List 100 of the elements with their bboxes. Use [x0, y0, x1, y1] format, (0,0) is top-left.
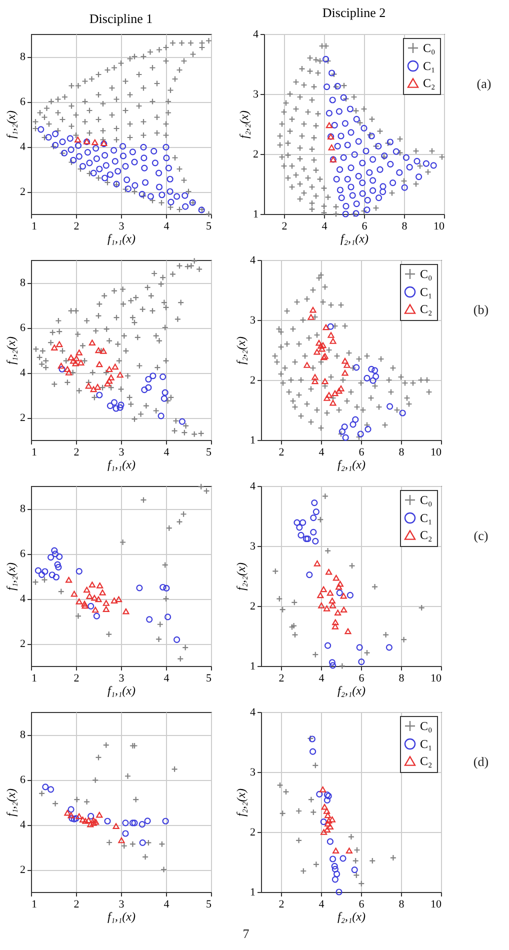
point [122, 608, 130, 614]
point [32, 578, 39, 586]
point [320, 818, 327, 826]
point [145, 839, 152, 846]
point [106, 402, 114, 410]
point [124, 176, 130, 184]
point [120, 538, 126, 546]
legend-label: C₀ [423, 41, 436, 55]
point [312, 378, 318, 384]
x-axis-title: f₁,₁(x) [108, 684, 136, 698]
point [106, 378, 113, 384]
point [332, 574, 340, 581]
point [353, 364, 360, 371]
x-tick-label: 10 [430, 898, 442, 910]
y-tick-label: 2 [20, 412, 26, 424]
x-tick-label: 4 [164, 898, 170, 910]
point [332, 619, 339, 626]
x-tick-label: 1 [32, 898, 37, 910]
point [326, 568, 332, 575]
point [324, 605, 330, 612]
y-tick-label: 8 [20, 277, 26, 289]
y-tick-label: 3 [253, 88, 259, 100]
point [118, 837, 125, 844]
point [276, 782, 284, 788]
point [328, 332, 334, 338]
point [58, 588, 64, 595]
point [354, 846, 360, 854]
point [165, 164, 172, 172]
point [112, 158, 118, 165]
point [342, 434, 349, 441]
point [129, 742, 136, 750]
y-tick-label: 2 [250, 600, 256, 612]
y-tick-label: 8 [20, 503, 26, 515]
point [112, 405, 120, 412]
point [352, 858, 359, 864]
x-tick-label: 5 [206, 672, 212, 684]
point [112, 823, 120, 829]
point [272, 568, 279, 574]
point [68, 354, 74, 360]
legend-label: C₂ [420, 754, 432, 768]
x-tick-label: 2 [74, 446, 80, 458]
point [140, 496, 147, 504]
point [326, 392, 332, 398]
point [300, 868, 307, 874]
point [116, 404, 124, 411]
point [92, 776, 99, 784]
x-tick-label: 6 [358, 898, 365, 910]
point [132, 796, 140, 803]
point [158, 192, 166, 198]
x-tick-label: 1 [32, 220, 37, 232]
point [358, 658, 365, 666]
point [124, 772, 132, 780]
point [88, 602, 94, 610]
point [314, 560, 320, 566]
point [336, 584, 342, 590]
point [312, 538, 319, 544]
point [296, 808, 302, 814]
point [66, 576, 72, 583]
point [156, 170, 162, 176]
point [386, 403, 394, 410]
point [58, 362, 64, 369]
point [316, 340, 322, 346]
point [322, 378, 328, 384]
point [90, 817, 97, 824]
point [317, 592, 324, 598]
legend-label: C₀ [420, 493, 432, 507]
x-axis-title: f₁,₁(x) [108, 232, 136, 246]
point [311, 500, 318, 506]
point [110, 399, 118, 406]
point [291, 599, 298, 606]
y-axis-title: f₁,₂(x) [4, 788, 18, 816]
point [131, 820, 138, 826]
point [102, 174, 108, 182]
point [330, 856, 336, 862]
point [399, 410, 406, 416]
y-tick-label: 3 [250, 314, 256, 326]
point [320, 342, 326, 348]
point [324, 820, 332, 827]
point [328, 144, 335, 150]
y-axis-title: f₁,₂(x) [4, 336, 18, 364]
point [131, 158, 138, 166]
point [79, 163, 86, 170]
point [140, 144, 147, 150]
point [279, 606, 286, 613]
y-axis-title: f₂,₂(x) [234, 336, 248, 364]
point [146, 616, 153, 623]
point [304, 362, 310, 368]
point [321, 804, 328, 810]
point [178, 418, 186, 425]
point [168, 198, 174, 206]
point [312, 861, 320, 868]
point [324, 812, 332, 818]
legend-label: C₂ [423, 76, 436, 90]
legend-label: C₁ [423, 59, 436, 73]
point [73, 355, 80, 362]
x-tick-label: 6 [362, 220, 368, 232]
point [76, 598, 82, 604]
y-tick-label: 6 [20, 548, 26, 560]
point [328, 816, 336, 822]
point [104, 380, 111, 386]
